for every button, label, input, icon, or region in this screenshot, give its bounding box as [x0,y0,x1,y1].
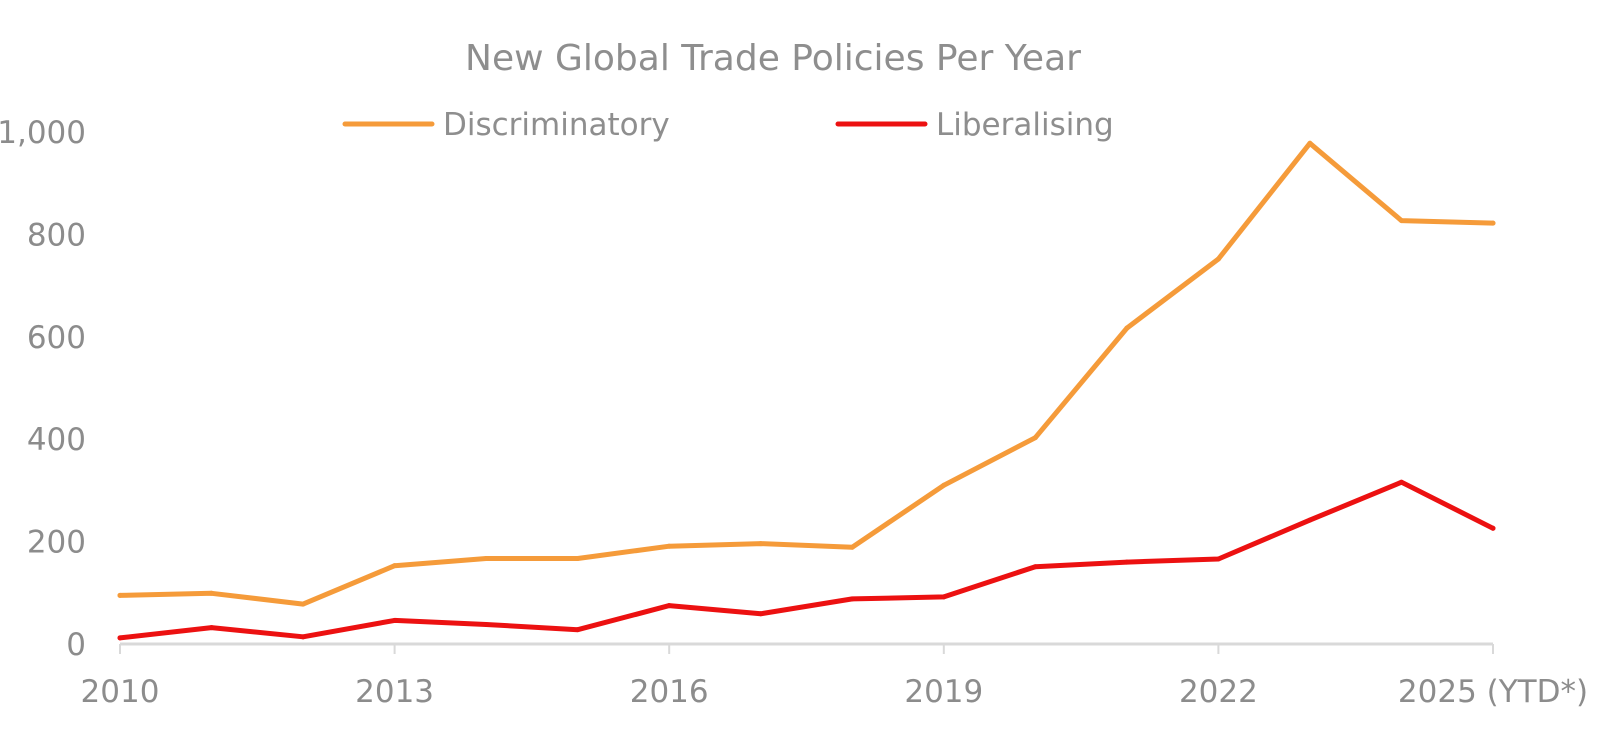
y-tick-label: 600 [27,320,86,356]
legend: Discriminatory Liberalising [342,107,1114,143]
x-tick-label: 2016 [630,674,709,710]
data-point-liberalising [666,603,672,609]
data-point-discriminatory [758,541,764,547]
y-axis: 0 200 400 600 800 1,000 [0,115,86,663]
data-point-discriminatory [483,555,489,561]
data-point-liberalising [392,617,398,623]
series-line-discriminatory [117,140,1496,607]
y-tick-label: 400 [27,422,86,458]
series-layer [117,140,1496,641]
data-point-liberalising [849,596,855,602]
data-point-discriminatory [1215,256,1221,262]
data-point-discriminatory [849,544,855,550]
data-point-liberalising [1307,517,1313,523]
data-point-discriminatory [117,592,123,598]
data-point-liberalising [483,622,489,628]
chart-title: New Global Trade Policies Per Year [465,38,1081,79]
data-point-discriminatory [666,543,672,549]
data-point-discriminatory [941,482,947,488]
y-tick-label: 800 [27,217,86,253]
x-tick-label: 2010 [81,674,160,710]
data-point-discriminatory [1032,435,1038,441]
data-point-liberalising [300,634,306,640]
data-point-discriminatory [1398,218,1404,224]
data-point-liberalising [1215,556,1221,562]
series-line-liberalising [117,479,1496,641]
data-point-discriminatory [392,563,398,569]
data-point-discriminatory [1124,325,1130,331]
data-point-liberalising [758,611,764,617]
data-point-liberalising [1398,479,1404,485]
data-point-discriminatory [1490,220,1496,226]
x-tick-label: 2013 [355,674,434,710]
data-point-liberalising [209,625,215,631]
data-point-liberalising [1124,559,1130,565]
x-tick-label: 2022 [1179,674,1258,710]
data-point-liberalising [575,627,581,633]
y-tick-label: 200 [27,525,86,561]
x-axis: 2010 2013 2016 2019 2022 2025 (YTD*) [81,642,1588,710]
data-point-discriminatory [1307,140,1313,146]
legend-label-liberalising: Liberalising [936,107,1114,143]
x-tick-label: 2019 [904,674,983,710]
data-point-liberalising [1032,564,1038,570]
data-point-discriminatory [300,601,306,607]
y-tick-label: 1,000 [0,115,86,151]
x-tick-label: 2025 (YTD*) [1398,674,1588,710]
data-point-discriminatory [575,555,581,561]
legend-label-discriminatory: Discriminatory [443,107,670,143]
y-tick-label: 0 [66,627,86,663]
data-point-liberalising [941,594,947,600]
data-point-liberalising [117,635,123,641]
data-point-discriminatory [209,590,215,596]
data-point-liberalising [1490,525,1496,531]
